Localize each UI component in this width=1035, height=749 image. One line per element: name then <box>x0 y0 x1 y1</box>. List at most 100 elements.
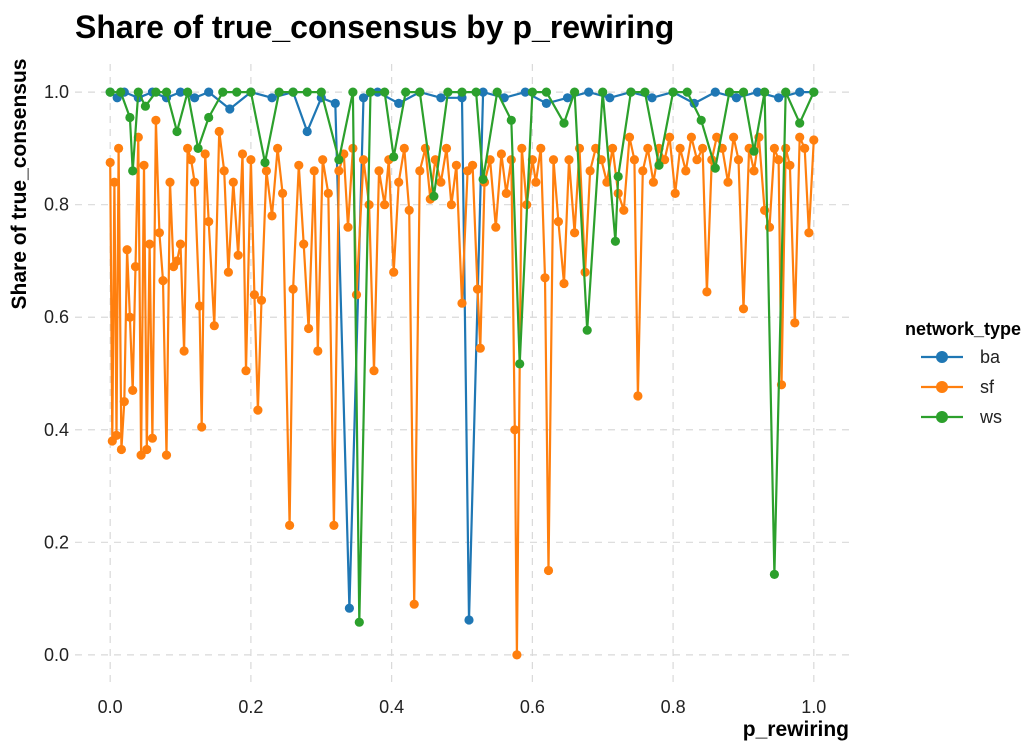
data-point-ba <box>225 104 235 114</box>
x-tick-label: 0.8 <box>661 697 686 717</box>
data-point-ws <box>781 87 791 97</box>
data-point-ba <box>731 93 742 103</box>
data-point-sf <box>712 132 722 142</box>
data-point-ba <box>520 87 530 97</box>
data-point-sf <box>702 287 712 297</box>
data-point-sf <box>116 444 126 455</box>
data-point-ws <box>288 87 298 97</box>
legend-swatch-marker <box>936 351 948 363</box>
data-point-ws <box>274 87 284 97</box>
data-point-sf <box>369 366 379 376</box>
data-point-sf <box>109 177 119 187</box>
data-point-ws <box>316 87 326 97</box>
x-axis-label: p_rewiring <box>743 718 849 741</box>
series-line-ba <box>109 91 814 622</box>
data-point-sf <box>665 132 675 142</box>
data-point-ws <box>429 191 439 201</box>
data-point-sf <box>249 290 259 300</box>
data-point-sf <box>175 239 186 249</box>
legend-label: sf <box>980 377 995 397</box>
data-point-ws <box>128 166 138 176</box>
y-tick-label: 0.4 <box>44 420 69 440</box>
data-point-sf <box>638 166 648 176</box>
data-point-sf <box>186 155 196 165</box>
data-point-sf <box>559 278 569 289</box>
data-point-sf <box>323 188 333 198</box>
legend-swatch-marker <box>936 381 948 393</box>
y-tick-label: 0.2 <box>44 532 69 552</box>
data-point-sf <box>194 301 205 311</box>
data-point-ba <box>302 126 312 137</box>
data-point-sf <box>278 188 288 198</box>
data-point-ws <box>626 87 636 97</box>
data-point-ba <box>190 93 200 103</box>
data-point-ba <box>647 93 657 103</box>
data-point-sf <box>237 149 248 159</box>
data-point-ws <box>302 87 312 97</box>
data-point-sf <box>374 166 384 176</box>
y-tick-label: 0.8 <box>44 195 69 215</box>
data-point-sf <box>309 166 319 176</box>
data-point-ba <box>752 87 763 97</box>
data-point-ws <box>613 171 623 182</box>
data-point-sf <box>436 177 446 187</box>
data-point-sf <box>675 143 685 153</box>
data-point-sf <box>570 228 580 238</box>
data-point-ws <box>738 87 749 97</box>
data-point-sf <box>261 166 271 176</box>
data-point-sf <box>334 166 344 176</box>
data-point-sf <box>399 143 409 153</box>
data-point-sf <box>223 267 233 277</box>
data-point-ws <box>492 87 502 97</box>
data-point-sf <box>125 312 135 322</box>
data-point-ws <box>769 569 780 580</box>
legend-label: ws <box>979 407 1002 427</box>
data-point-ba <box>605 93 615 103</box>
data-point-ba <box>710 87 720 97</box>
series-line-sf <box>109 119 815 656</box>
legend-item-ws: ws <box>921 407 1002 427</box>
data-point-ws <box>640 87 650 97</box>
data-point-sf <box>351 290 362 300</box>
data-point-ws <box>570 87 580 97</box>
data-point-sf <box>496 149 506 159</box>
data-point-sf <box>468 160 478 170</box>
data-point-ba <box>478 87 488 97</box>
data-point-sf <box>394 177 404 187</box>
legend-item-sf: sf <box>921 377 995 397</box>
data-point-sf <box>729 132 739 142</box>
data-point-sf <box>781 143 791 153</box>
data-point-sf <box>475 343 485 353</box>
data-point-sf <box>738 304 749 314</box>
data-point-sf <box>219 166 229 176</box>
data-point-ws <box>457 87 467 97</box>
data-point-sf <box>114 143 124 153</box>
data-point-sf <box>122 245 132 255</box>
data-point-ba <box>394 98 404 108</box>
data-point-sf <box>457 298 467 308</box>
plot-area <box>105 87 819 660</box>
data-point-ba <box>795 87 805 97</box>
data-point-sf <box>404 205 414 215</box>
data-point-ba <box>562 93 573 103</box>
data-point-ws <box>710 163 720 173</box>
data-point-ws <box>415 87 425 97</box>
data-point-ba <box>344 603 354 613</box>
data-point-sf <box>686 132 697 142</box>
data-point-sf <box>774 155 784 165</box>
data-point-ba <box>175 87 186 97</box>
legend: network_type ba sf ws <box>905 319 1021 427</box>
data-point-sf <box>619 205 629 215</box>
legend-label: ba <box>980 347 1001 367</box>
data-point-ws <box>541 87 552 97</box>
data-point-sf <box>256 295 267 305</box>
data-point-sf <box>285 520 295 531</box>
data-point-sf <box>804 228 814 238</box>
data-point-ba <box>358 93 369 103</box>
data-point-ws <box>246 87 256 97</box>
data-point-sf <box>151 115 161 125</box>
data-point-sf <box>451 160 461 170</box>
data-point-ws <box>760 87 770 97</box>
data-point-sf <box>288 284 298 294</box>
x-tick-label: 0.2 <box>238 697 263 717</box>
